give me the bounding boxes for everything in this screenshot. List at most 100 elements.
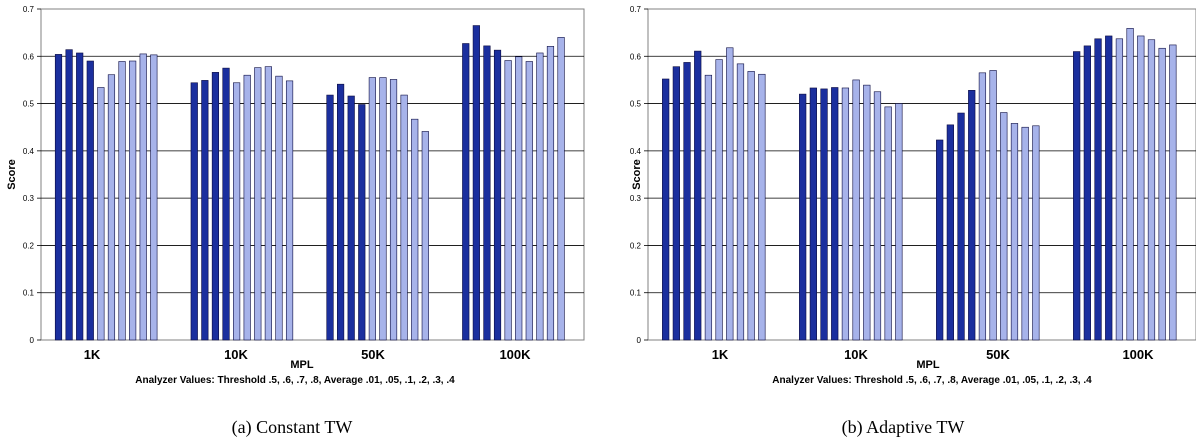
bar-threshold: [968, 90, 976, 341]
y-tick-label: 0.5: [23, 100, 35, 109]
bar-threshold: [201, 80, 209, 341]
x-category-label: 10K: [224, 347, 248, 362]
bar-average: [389, 79, 398, 341]
bar-threshold: [337, 83, 345, 341]
bar-average: [736, 63, 745, 341]
bar-threshold: [483, 45, 491, 341]
bar-threshold: [86, 60, 94, 341]
bar-average: [1147, 39, 1156, 341]
bar-threshold: [799, 93, 807, 341]
bar-threshold: [694, 50, 702, 341]
bar-threshold: [76, 52, 84, 341]
bar-threshold: [662, 78, 670, 341]
bar-average: [863, 84, 871, 341]
bar-threshold: [672, 66, 680, 341]
bar-average: [536, 52, 544, 341]
bar-threshold: [820, 88, 828, 341]
bar-average: [841, 87, 850, 341]
bar-average: [515, 56, 523, 341]
bar-average: [726, 47, 734, 341]
bar-average: [411, 118, 419, 341]
bar-average: [254, 67, 262, 341]
bar-average: [275, 75, 283, 341]
bar-threshold: [347, 95, 355, 341]
bar-threshold: [957, 112, 965, 341]
bar-average: [264, 66, 272, 341]
bar-average: [1137, 35, 1145, 341]
bar-threshold: [65, 49, 73, 341]
chart-adaptive-tw: 0 0.1 0.2 0.3 0.4 0.5 0.6 0.7 1K 10K 50K 100K MPL Ana…: [630, 5, 1196, 386]
bar-average: [107, 74, 116, 341]
x-category-label: 50K: [986, 347, 1010, 362]
y-tick-label: 0.2: [630, 241, 642, 250]
bar-average: [504, 60, 512, 341]
bar-average: [97, 87, 105, 341]
bar-average: [379, 77, 387, 341]
y-tick-label: 0: [637, 336, 642, 345]
bar-average: [989, 70, 997, 341]
chart-constant-tw: 0 0.1 0.2 0.3 0.4 0.5 0.6 0.7 1K 10K 50K 100K MPL Ana…: [6, 5, 585, 386]
bar-average: [758, 73, 766, 341]
bar-threshold: [831, 87, 839, 341]
bar-average: [233, 82, 241, 341]
bar-threshold: [809, 87, 817, 341]
bar-average: [747, 71, 755, 341]
bar-threshold: [222, 67, 230, 341]
bar-average: [129, 60, 137, 341]
x-axis-note: Analyzer Values: Threshold .5, .6, .7, .…: [135, 375, 455, 386]
caption-constant-tw: (a) Constant TW: [232, 417, 353, 438]
bar-threshold: [1105, 35, 1113, 341]
bar-average: [368, 77, 376, 341]
y-tick-label: 0.7: [630, 5, 642, 14]
bar-average: [557, 37, 565, 341]
bar-average: [1126, 28, 1134, 341]
bar-threshold: [1094, 38, 1102, 341]
y-tick-label: 0.3: [630, 194, 642, 203]
y-tick-label: 0: [30, 336, 35, 345]
y-tick-label: 0.7: [23, 5, 35, 14]
bar-average: [525, 61, 533, 341]
x-category-label: 1K: [712, 347, 729, 362]
y-tick-label: 0.6: [630, 52, 642, 61]
bar-average: [1010, 123, 1019, 341]
bar-average: [1021, 126, 1029, 341]
bar-average: [895, 103, 903, 341]
x-category-label: 10K: [844, 347, 868, 362]
bar-threshold: [936, 139, 944, 341]
bar-average: [243, 74, 251, 341]
y-tick-label: 0.4: [630, 147, 642, 156]
x-category-label: 100K: [499, 347, 531, 362]
y-tick-label: 0.6: [23, 52, 35, 61]
bar-threshold: [54, 54, 63, 341]
y-tick-label: 0.1: [630, 289, 642, 298]
bar-threshold: [1073, 51, 1081, 341]
bar-threshold: [493, 49, 502, 341]
caption-adaptive-tw: (b) Adaptive TW: [842, 417, 965, 438]
bar-average: [421, 131, 429, 341]
bar-average: [715, 59, 723, 341]
bar-threshold: [683, 62, 691, 341]
bar-average: [285, 80, 294, 341]
x-category-label: 1K: [84, 347, 101, 362]
bar-average: [1169, 44, 1177, 341]
bar-average: [1032, 125, 1040, 341]
x-category-label: 50K: [361, 347, 385, 362]
y-tick-label: 0.1: [23, 289, 35, 298]
bar-threshold: [1083, 45, 1091, 341]
bar-threshold: [946, 124, 954, 341]
bar-threshold: [326, 94, 334, 341]
x-axis-title: MPL: [290, 359, 314, 371]
bar-threshold: [211, 72, 220, 341]
bar-average: [852, 79, 860, 341]
bar-average: [873, 91, 882, 341]
bar-average: [139, 53, 147, 341]
y-tick-label: 0.4: [23, 147, 35, 156]
x-category-label: 100K: [1122, 347, 1154, 362]
y-tick-label: 0.3: [23, 194, 35, 203]
y-axis-title: Score: [6, 159, 18, 190]
bar-average: [1158, 47, 1166, 341]
x-axis-note: Analyzer Values: Threshold .5, .6, .7, .…: [772, 375, 1092, 386]
bar-threshold: [472, 25, 480, 341]
bar-average: [400, 94, 408, 341]
